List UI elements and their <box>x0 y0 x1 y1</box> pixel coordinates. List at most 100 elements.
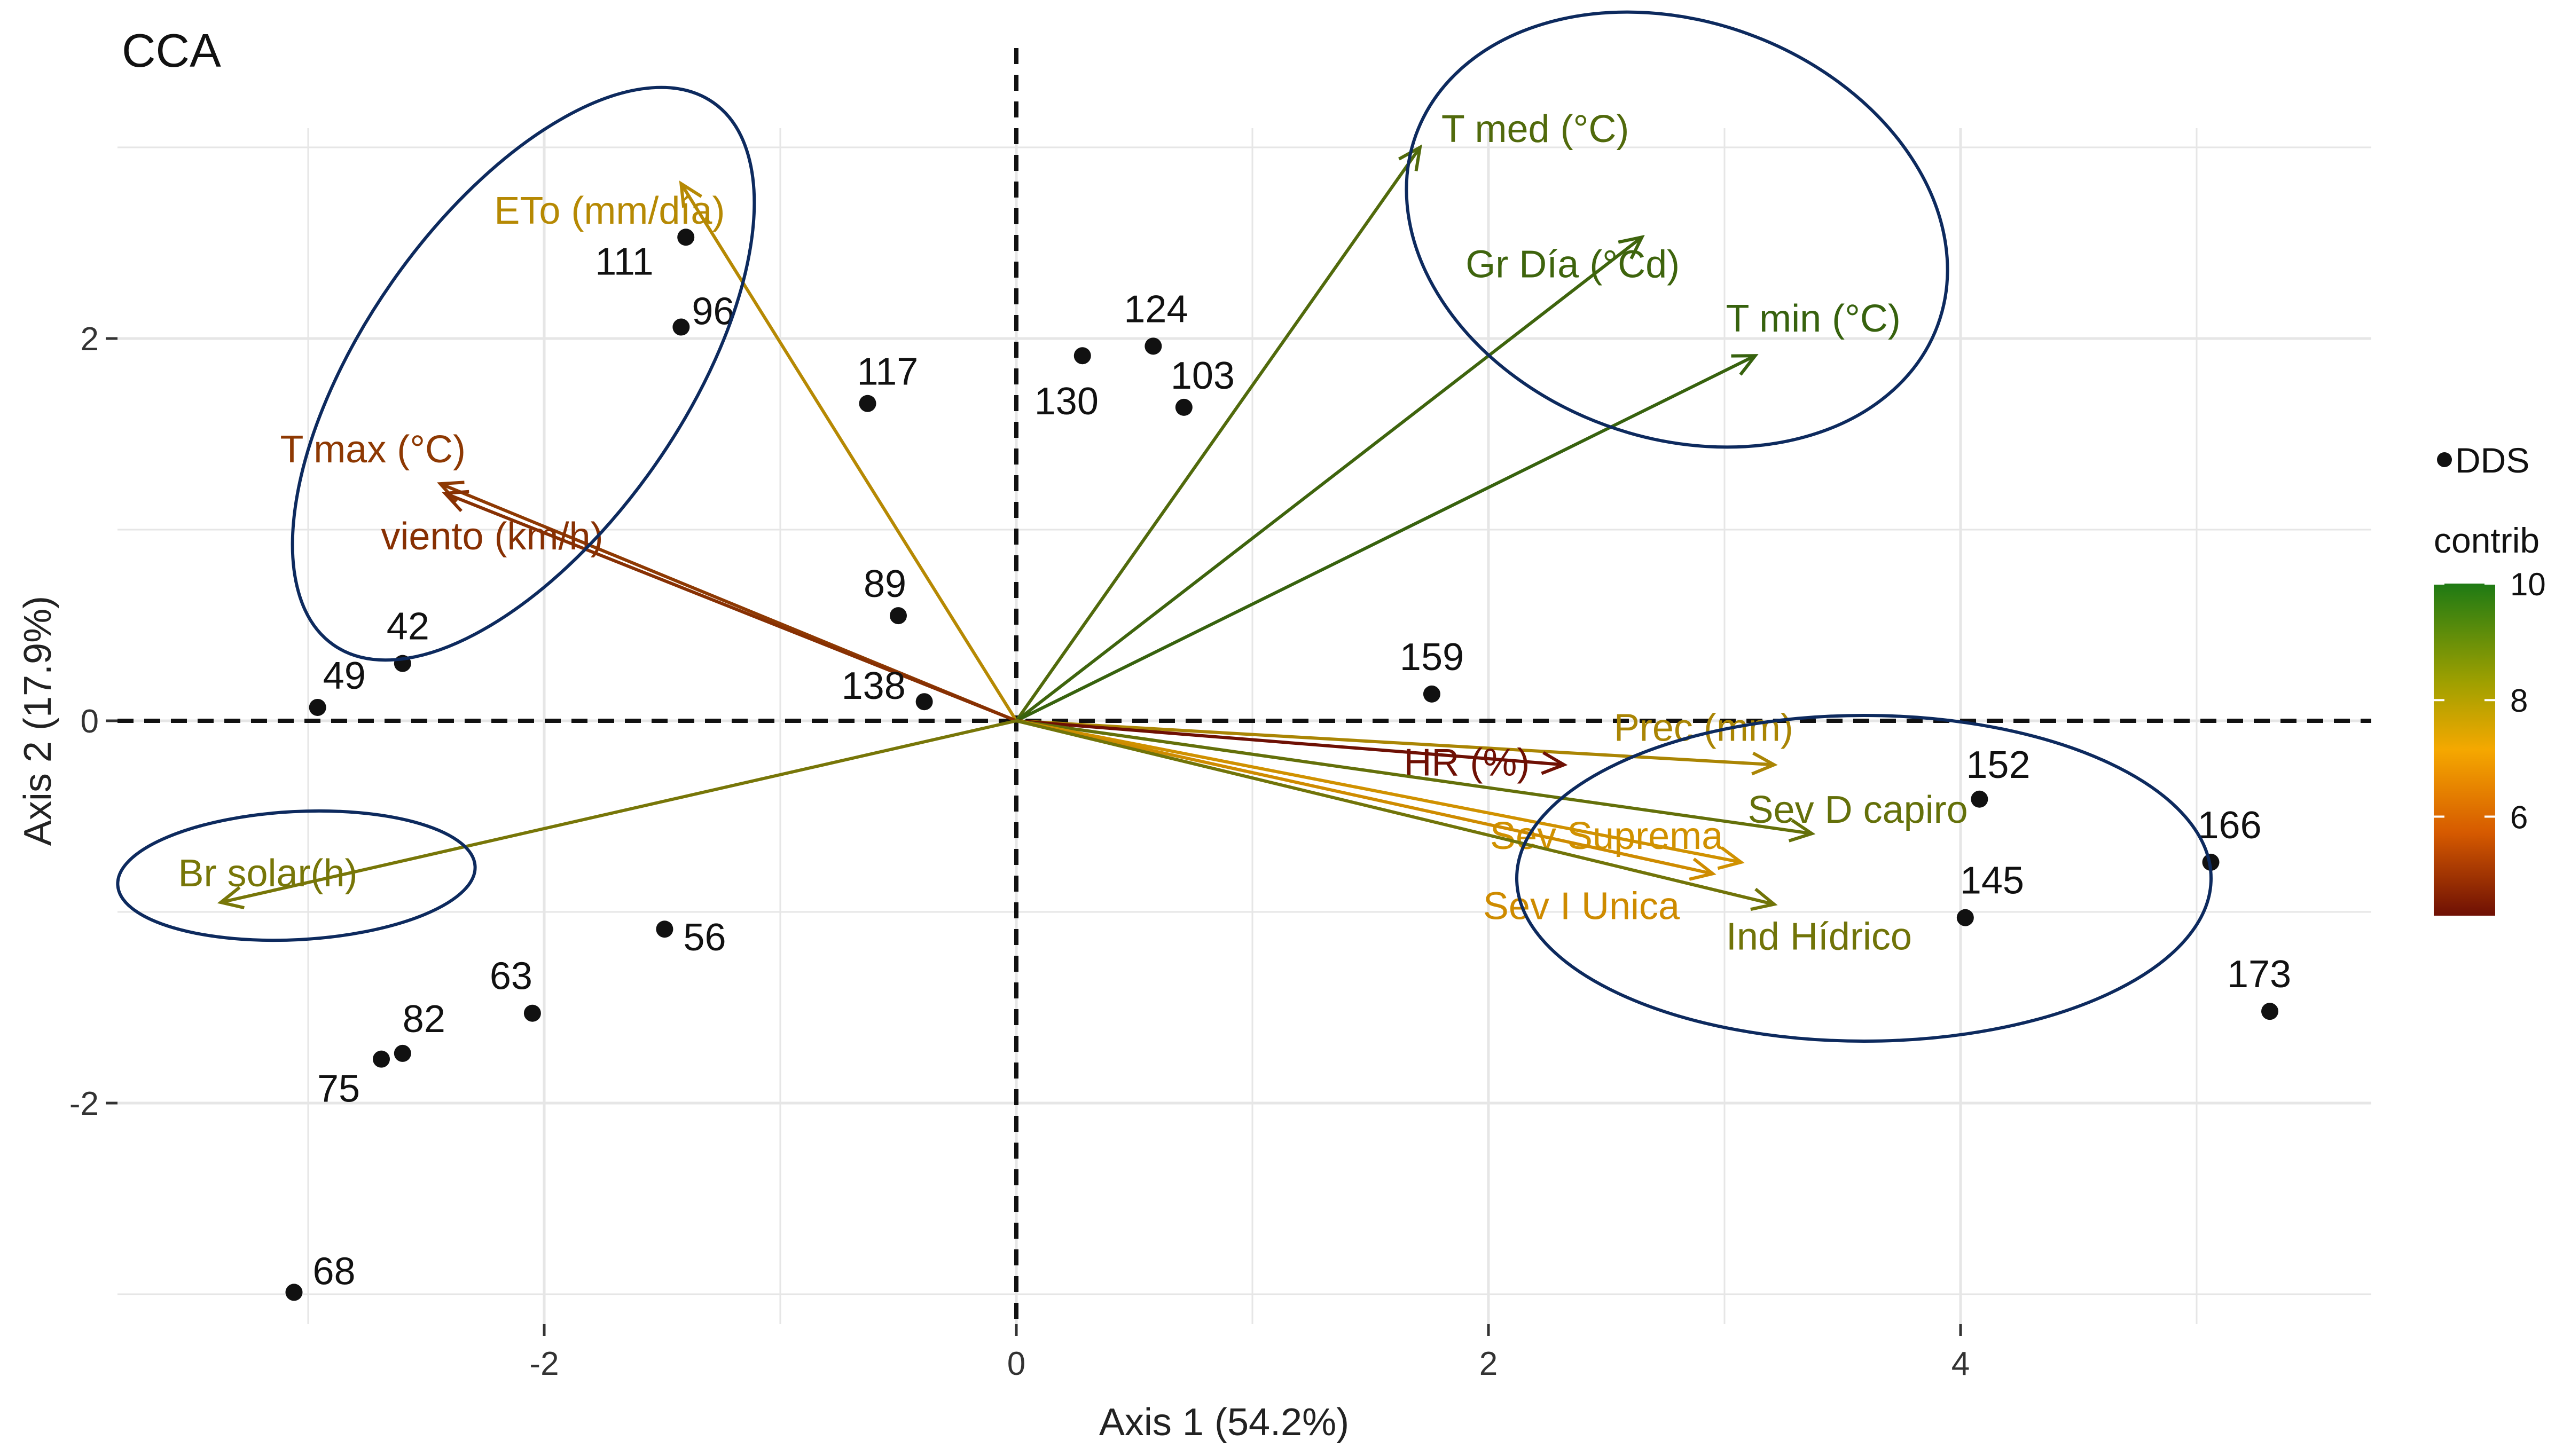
vector-label: Ind Hídrico <box>1726 916 1912 958</box>
vector-arrowhead <box>1541 751 1568 775</box>
data-point <box>309 698 326 716</box>
vector-arrowhead <box>679 180 703 208</box>
data-point <box>1956 909 1974 926</box>
vector-arrowhead <box>1731 354 1759 376</box>
vector-label: viento (km/h) <box>381 515 603 558</box>
y-axis-label: Axis 2 (17.9%) <box>17 596 59 846</box>
data-point <box>394 1044 411 1062</box>
vector-arrowhead <box>1788 818 1816 843</box>
data-point-label: 75 <box>317 1068 360 1111</box>
vector-arrow <box>444 492 1017 722</box>
data-point-label: 82 <box>403 998 445 1041</box>
ellipse-group-severity <box>1515 714 2213 1043</box>
colorbar-tick-label: 8 <box>2510 683 2528 719</box>
ellipse-group-temp-max <box>291 85 756 662</box>
data-point-label: 117 <box>857 351 919 393</box>
vector-arrowhead <box>1618 235 1645 259</box>
axes: -2 0 2 4 -2 0 2 <box>69 48 2371 1382</box>
x-tick-label: -2 <box>529 1345 559 1382</box>
data-point-label: 68 <box>312 1250 355 1293</box>
vector-arrow <box>1016 719 1812 836</box>
vector-arrowhead <box>217 886 245 910</box>
vector-label: T min (°C) <box>1726 297 1900 340</box>
data-point <box>677 229 695 246</box>
vector-arrow <box>220 719 1017 904</box>
data-point <box>656 920 673 938</box>
vector-arrow <box>1015 354 1756 722</box>
data-point-label: 124 <box>1124 288 1188 330</box>
data-point-label: 103 <box>1171 355 1235 397</box>
data-point <box>1423 685 1440 703</box>
x-axis-label: Axis 1 (54.2%) <box>1099 1401 1349 1444</box>
vector-label: T max (°C) <box>280 428 466 471</box>
data-point-label: 166 <box>2198 804 2262 847</box>
data-point-label: 159 <box>1400 636 1464 679</box>
vector-arrowhead <box>1750 887 1778 911</box>
colorbar-tick-label: 10 <box>2510 566 2546 602</box>
vector-arrow <box>1016 719 1775 906</box>
legend-color-title: contrib <box>2434 521 2540 560</box>
legend: DDS contrib 10 8 6 <box>2434 440 2546 916</box>
vector-arrowhead <box>441 490 469 513</box>
data-point <box>672 318 690 336</box>
chart-title: CCA <box>122 24 221 77</box>
vectors: ETo (mm/día) T max (°C) viento (km/h) T med… <box>178 108 1968 958</box>
vector-arrowhead <box>1717 846 1745 870</box>
data-point <box>859 395 876 412</box>
data-point-label: 173 <box>2227 953 2291 996</box>
vector-arrowhead <box>1689 857 1716 881</box>
data-point <box>1175 398 1193 416</box>
colorbar-ticks: 10 8 6 <box>2434 566 2546 835</box>
data-point-label: 138 <box>842 665 906 707</box>
vector-arrow <box>1016 719 1564 767</box>
vector-arrowhead <box>1398 144 1422 171</box>
vector-label: HR (%) <box>1404 741 1530 784</box>
vector-arrow <box>1016 719 1774 767</box>
x-tick-label: 2 <box>1479 1345 1498 1382</box>
vector-arrow <box>1016 719 1713 876</box>
y-tick-label: 0 <box>81 703 99 740</box>
data-point-label: 56 <box>683 916 726 959</box>
data-point <box>915 693 933 711</box>
data-point <box>2261 1003 2279 1020</box>
colorbar <box>2434 584 2495 916</box>
data-point-label: 152 <box>1966 744 2030 786</box>
data-point-label: 49 <box>323 655 366 697</box>
data-point <box>890 607 907 625</box>
legend-dds-label: DDS <box>2455 440 2529 480</box>
data-point <box>1145 337 1162 355</box>
data-point-label: 42 <box>387 605 429 648</box>
data-point-label: 130 <box>1034 380 1099 423</box>
data-point <box>1971 790 1988 808</box>
vector-label: ETo (mm/día) <box>494 190 725 232</box>
data-point-label: 145 <box>1960 860 2024 902</box>
y-tick-label: 2 <box>81 321 99 358</box>
data-point <box>523 1004 541 1022</box>
ellipse-group-solar <box>116 809 477 942</box>
vector-label: Br solar(h) <box>178 852 357 895</box>
vector-arrow <box>1015 235 1643 722</box>
x-tick-label: 4 <box>1951 1345 1970 1382</box>
vector-label: Gr Día (°Cd) <box>1465 243 1680 286</box>
data-point-label: 89 <box>864 563 906 605</box>
vector-label: Sev I Unica <box>1483 885 1680 927</box>
ellipse-group-temp <box>1405 10 1949 449</box>
data-point-label: 63 <box>490 955 532 998</box>
legend-dds-dot <box>2437 452 2452 467</box>
vector-arrow <box>679 183 1018 722</box>
data-point <box>1073 347 1091 365</box>
vector-label: Prec (mm) <box>1614 706 1793 749</box>
data-point <box>373 1050 390 1068</box>
vector-arrowhead <box>1751 751 1778 776</box>
x-tick-label: 0 <box>1007 1345 1025 1382</box>
vector-arrow <box>1015 146 1422 722</box>
colorbar-tick-label: 6 <box>2510 799 2528 835</box>
vector-arrow <box>1016 719 1742 864</box>
vector-label: Sev D capiro <box>1748 789 1968 831</box>
data-point-label: 111 <box>595 240 653 283</box>
data-point <box>285 1284 303 1301</box>
grid <box>117 128 2371 1324</box>
vector-label: T med (°C) <box>1441 108 1629 151</box>
